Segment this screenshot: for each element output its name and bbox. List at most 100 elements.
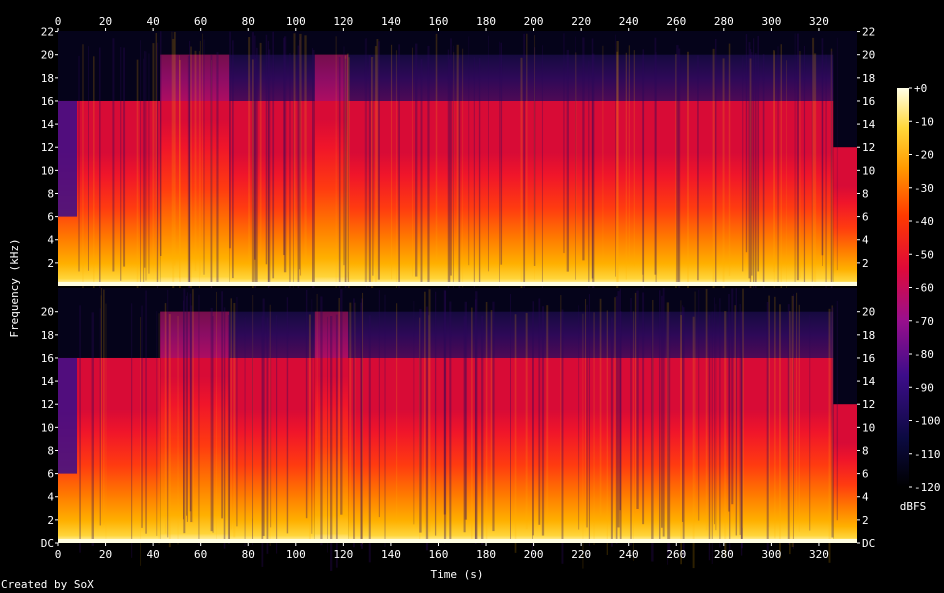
x-tick-label-top: 300 [761,15,781,28]
spectral-streak [468,36,470,266]
spectral-streak [338,297,340,514]
y-tick-label-right: 6 [862,211,869,224]
spectral-streak [523,33,526,289]
spectral-streak [585,299,587,526]
spectral-streak [227,314,230,545]
spectral-streak [172,38,175,293]
spectral-streak [348,57,350,304]
spectral-streak [340,288,343,515]
spectral-streak [757,35,760,272]
spectral-streak [210,307,213,532]
spectral-streak [754,53,757,290]
spectral-streak [680,300,682,524]
spectral-streak [830,48,833,285]
spectral-streak [320,296,323,546]
spectral-streak [471,307,473,542]
spectral-streak [299,36,301,276]
spectral-streak [591,38,594,279]
spectral-streak [361,298,363,549]
y-tick-label-right: 14 [862,375,876,388]
spectral-streak [742,288,744,528]
spectral-streak [773,50,775,272]
x-tick-label-top: 40 [146,15,159,28]
dc-band [58,282,857,286]
spectral-streak [630,297,632,546]
x-tick-label-bottom: 200 [524,548,544,561]
spectral-streak [796,292,798,524]
spectral-streak [578,305,580,530]
y-tick-label-right: 8 [862,444,869,457]
colorbar-tick-label: -30 [914,182,934,195]
spectral-streak [799,50,801,278]
spectral-streak [566,49,569,272]
spectral-streak [269,304,271,547]
y-tick-label-right: 22 [862,26,875,39]
spectral-streak [88,46,89,271]
spectral-streak [316,293,318,524]
spectral-streak [728,43,731,276]
spectral-streak [311,299,313,534]
spectral-streak [447,49,450,301]
spectral-streak [347,54,349,305]
x-tick-label-top: 0 [55,15,62,28]
spectral-streak [749,58,752,300]
spectral-streak [588,294,590,547]
y-tick-label-left: 4 [47,491,54,504]
spectral-streak [376,39,379,256]
colorbar-tick-label: -80 [914,348,934,361]
spectral-streak [419,308,422,533]
spectral-streak [372,58,374,276]
y-tick-label-left: 18 [41,72,54,85]
spectral-streak [632,311,634,561]
spectral-streak [582,37,585,261]
spectral-streak [728,294,730,512]
spectral-streak [346,53,349,273]
spectral-streak [292,52,294,295]
spectral-streak [251,59,254,300]
spectral-streak [229,31,231,249]
y-tick-label-left: 2 [47,514,54,527]
y-tick-label-left: 6 [47,468,54,481]
spectral-streak [478,57,481,287]
credit-text: Created by SoX [1,578,94,591]
spectral-streak [390,44,393,280]
y-tick-label-left: 10 [41,421,54,434]
spectral-streak [448,59,451,285]
spectral-streak [211,60,212,311]
spectral-streak [78,55,80,272]
spectral-streak [232,40,234,279]
spectral-streak [93,56,95,306]
x-tick-label-bottom: 280 [714,548,734,561]
spectral-streak [682,307,685,558]
spectral-streak [715,38,717,285]
spectral-streak [575,36,576,280]
spectral-streak [593,312,595,545]
spectral-streak [560,295,562,514]
spectral-streak [420,58,423,286]
spectral-streak [617,291,620,528]
colorbar-tick-label: -40 [914,215,934,228]
spectral-streak [183,300,184,520]
spectral-streak [813,53,817,283]
spectral-streak [105,303,107,544]
spectral-streak [499,41,500,289]
spectral-streak [796,33,799,281]
spectral-streak [276,315,278,554]
spectral-streak [453,52,455,280]
spectral-streak [188,40,191,292]
spectral-streak [244,317,246,547]
x-tick-label-bottom: 320 [809,548,829,561]
spectral-streak [374,46,377,284]
spectral-streak [344,55,346,286]
x-tick-label-bottom: 0 [55,548,62,561]
spectral-streak [616,41,619,283]
spectral-streak [164,303,167,534]
spectral-streak [261,316,264,567]
y-tick-label-right: 4 [862,234,869,247]
spectral-streak [698,289,700,521]
spectral-streak [160,31,162,257]
spectral-streak [435,33,438,260]
spectral-streak [198,294,200,545]
spectral-streak [158,313,160,545]
